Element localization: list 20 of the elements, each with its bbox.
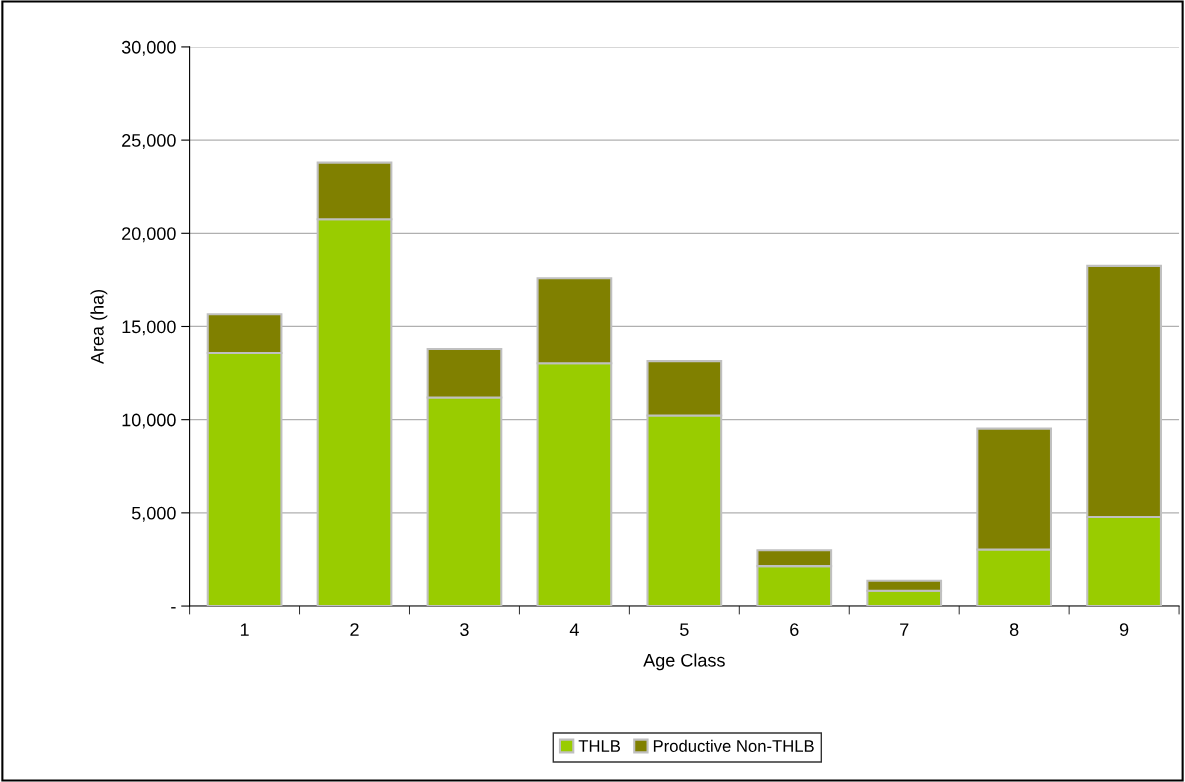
- legend-label: THLB: [578, 740, 621, 752]
- x-axis-title: Age Class: [643, 653, 725, 671]
- x-tick-label: 7: [900, 623, 909, 636]
- x-tick-label: 3: [460, 623, 469, 636]
- x-tick-label: 2: [350, 623, 359, 636]
- y-tick-label: 15,000: [122, 320, 176, 336]
- y-tick-label: 25,000: [122, 134, 176, 149]
- y-tick-label: -: [171, 607, 176, 609]
- y-tick-label: 30,000: [121, 40, 176, 56]
- legend-label: Productive Non-THLB: [653, 739, 814, 752]
- x-tick-label: 4: [569, 623, 579, 636]
- x-tick-label: 8: [1009, 623, 1019, 636]
- y-tick-label: 10,000: [122, 413, 176, 429]
- x-tick-label: 1: [240, 623, 249, 636]
- x-tick-label: 5: [680, 623, 689, 636]
- y-axis-title: Area (ha): [90, 289, 108, 365]
- x-tick-label: 6: [790, 623, 799, 636]
- x-tick-label: 9: [1119, 623, 1129, 636]
- y-tick-label: 20,000: [122, 227, 176, 243]
- y-tick-label: 5,000: [131, 506, 176, 522]
